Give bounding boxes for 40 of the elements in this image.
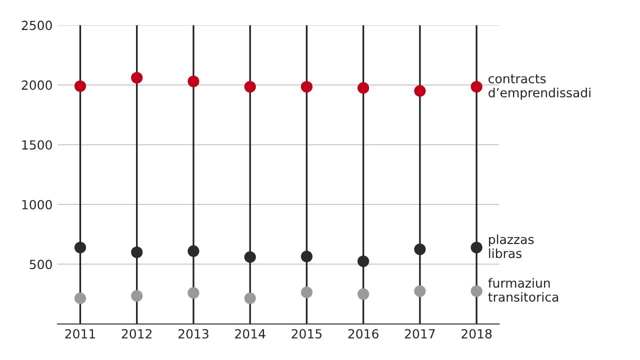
point (244, 251, 256, 263)
point (74, 292, 86, 304)
point (470, 242, 482, 254)
series-label: furmaziun transitorica (488, 278, 558, 302)
point (414, 285, 426, 297)
point (244, 292, 256, 304)
point (300, 286, 313, 298)
point (131, 290, 143, 302)
point (358, 82, 370, 94)
y-tick-label: 2000 (22, 80, 52, 90)
x-tick-label: 2011 (65, 329, 95, 339)
series-label: plazzas libras (489, 234, 534, 258)
x-tick-label: 2014 (235, 329, 266, 339)
x-tick-label: 2012 (122, 329, 152, 339)
x-tick-label: 2017 (404, 329, 435, 339)
point (414, 243, 426, 256)
x-tick-label: 2018 (462, 329, 492, 339)
y-tick-label: 1500 (22, 140, 52, 150)
x-tick-label: 2013 (178, 329, 208, 339)
point (244, 80, 256, 93)
point (470, 80, 482, 93)
y-tick-label: 2500 (22, 20, 52, 30)
series-label: contracts d’emprendissadi (488, 74, 590, 100)
point (358, 288, 370, 300)
point (131, 72, 143, 84)
point (300, 80, 313, 93)
point (300, 250, 313, 262)
point (188, 76, 200, 88)
point (358, 255, 370, 268)
point (74, 80, 86, 92)
point (470, 285, 482, 297)
x-tick-label: 2015 (292, 329, 322, 339)
x-tick-label: 2016 (348, 329, 378, 339)
point (188, 245, 200, 257)
y-tick-label: 500 (30, 260, 52, 270)
point (414, 85, 426, 97)
point (74, 242, 86, 254)
y-tick-label: 1000 (22, 200, 52, 210)
point (188, 287, 200, 299)
point (131, 246, 143, 258)
